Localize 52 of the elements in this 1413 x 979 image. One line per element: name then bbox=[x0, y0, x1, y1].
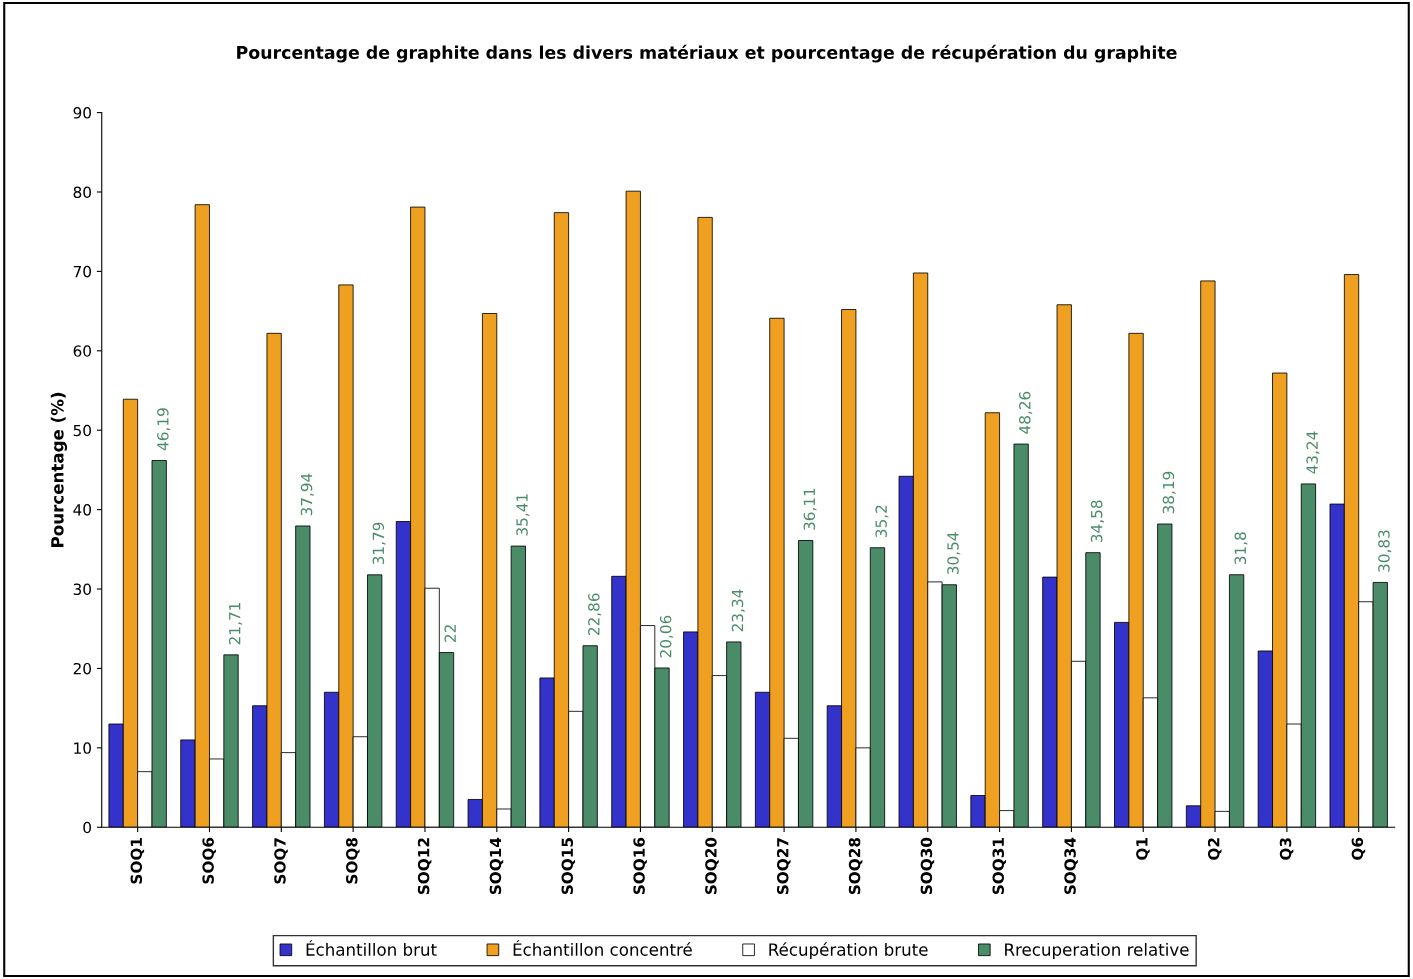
data-label: 22 bbox=[444, 625, 456, 642]
data-label: 31,79 bbox=[372, 522, 386, 565]
y-axis-title: Pourcentage (%) bbox=[50, 392, 68, 547]
data-label: 31,8 bbox=[1234, 532, 1248, 565]
data-label: 48,26 bbox=[1019, 391, 1033, 434]
legend-label: Échantillon concentré bbox=[513, 940, 692, 956]
y-tick-label: 40 bbox=[73, 504, 91, 516]
legend-label: Récupération brute bbox=[769, 942, 928, 960]
data-label: 21,71 bbox=[228, 603, 243, 645]
y-tick-label: 70 bbox=[73, 265, 91, 278]
x-tick-label: SOQ34 bbox=[1064, 837, 1078, 895]
y-tick-label: 30 bbox=[73, 583, 91, 596]
x-tick-label: Q1 bbox=[1136, 838, 1150, 860]
data-label: 35,2 bbox=[875, 505, 889, 538]
legend-label: Échantillon brut bbox=[306, 940, 437, 956]
x-tick-label: Q2 bbox=[1207, 838, 1222, 860]
x-tick-label: SOQ12 bbox=[417, 838, 432, 895]
data-label: 46,19 bbox=[157, 408, 171, 451]
x-tick-label: Q6 bbox=[1351, 837, 1366, 860]
data-label: 38,19 bbox=[1162, 471, 1176, 514]
y-tick-label: 50 bbox=[73, 424, 91, 437]
x-tick-label: SOQ20 bbox=[705, 837, 719, 895]
x-tick-label: SOQ14 bbox=[489, 837, 504, 895]
x-tick-label: SOQ1 bbox=[130, 838, 145, 884]
chart-title: Pourcentage de graphite dans les divers matériaux et pourcentage de récupération du graphite bbox=[237, 44, 1177, 63]
data-label: 22,86 bbox=[588, 593, 602, 636]
legend-label: Rrecuperation relative bbox=[1005, 942, 1189, 960]
data-label: 34,58 bbox=[1090, 500, 1104, 542]
data-label: 35,41 bbox=[516, 494, 530, 536]
data-label: 23,34 bbox=[731, 589, 745, 632]
y-tick-label: 10 bbox=[74, 742, 91, 754]
x-tick-label: SOQ16 bbox=[633, 837, 647, 895]
y-tick-label: 0 bbox=[83, 821, 91, 834]
data-label: 30,83 bbox=[1378, 530, 1392, 572]
data-label: 20,06 bbox=[659, 615, 674, 658]
x-tick-label: SOQ7 bbox=[274, 838, 288, 884]
data-label: 36,11 bbox=[803, 488, 817, 530]
x-tick-label: SOQ28 bbox=[848, 837, 863, 895]
data-label: 43,24 bbox=[1306, 431, 1320, 474]
x-tick-label: SOQ6 bbox=[202, 837, 216, 884]
data-label: 37,94 bbox=[300, 473, 314, 516]
data-label: 30,54 bbox=[947, 532, 961, 575]
y-tick-label: 60 bbox=[73, 345, 91, 357]
x-tick-label: SOQ27 bbox=[776, 838, 791, 895]
x-tick-label: SOQ15 bbox=[561, 838, 576, 895]
x-tick-label: SOQ8 bbox=[346, 837, 360, 884]
y-tick-label: 80 bbox=[73, 186, 91, 199]
y-tick-label: 90 bbox=[73, 107, 91, 119]
x-tick-label: SOQ30 bbox=[920, 837, 935, 895]
y-tick-label: 20 bbox=[73, 662, 91, 675]
x-tick-label: SOQ31 bbox=[992, 838, 1007, 895]
x-tick-label: Q3 bbox=[1279, 838, 1294, 860]
